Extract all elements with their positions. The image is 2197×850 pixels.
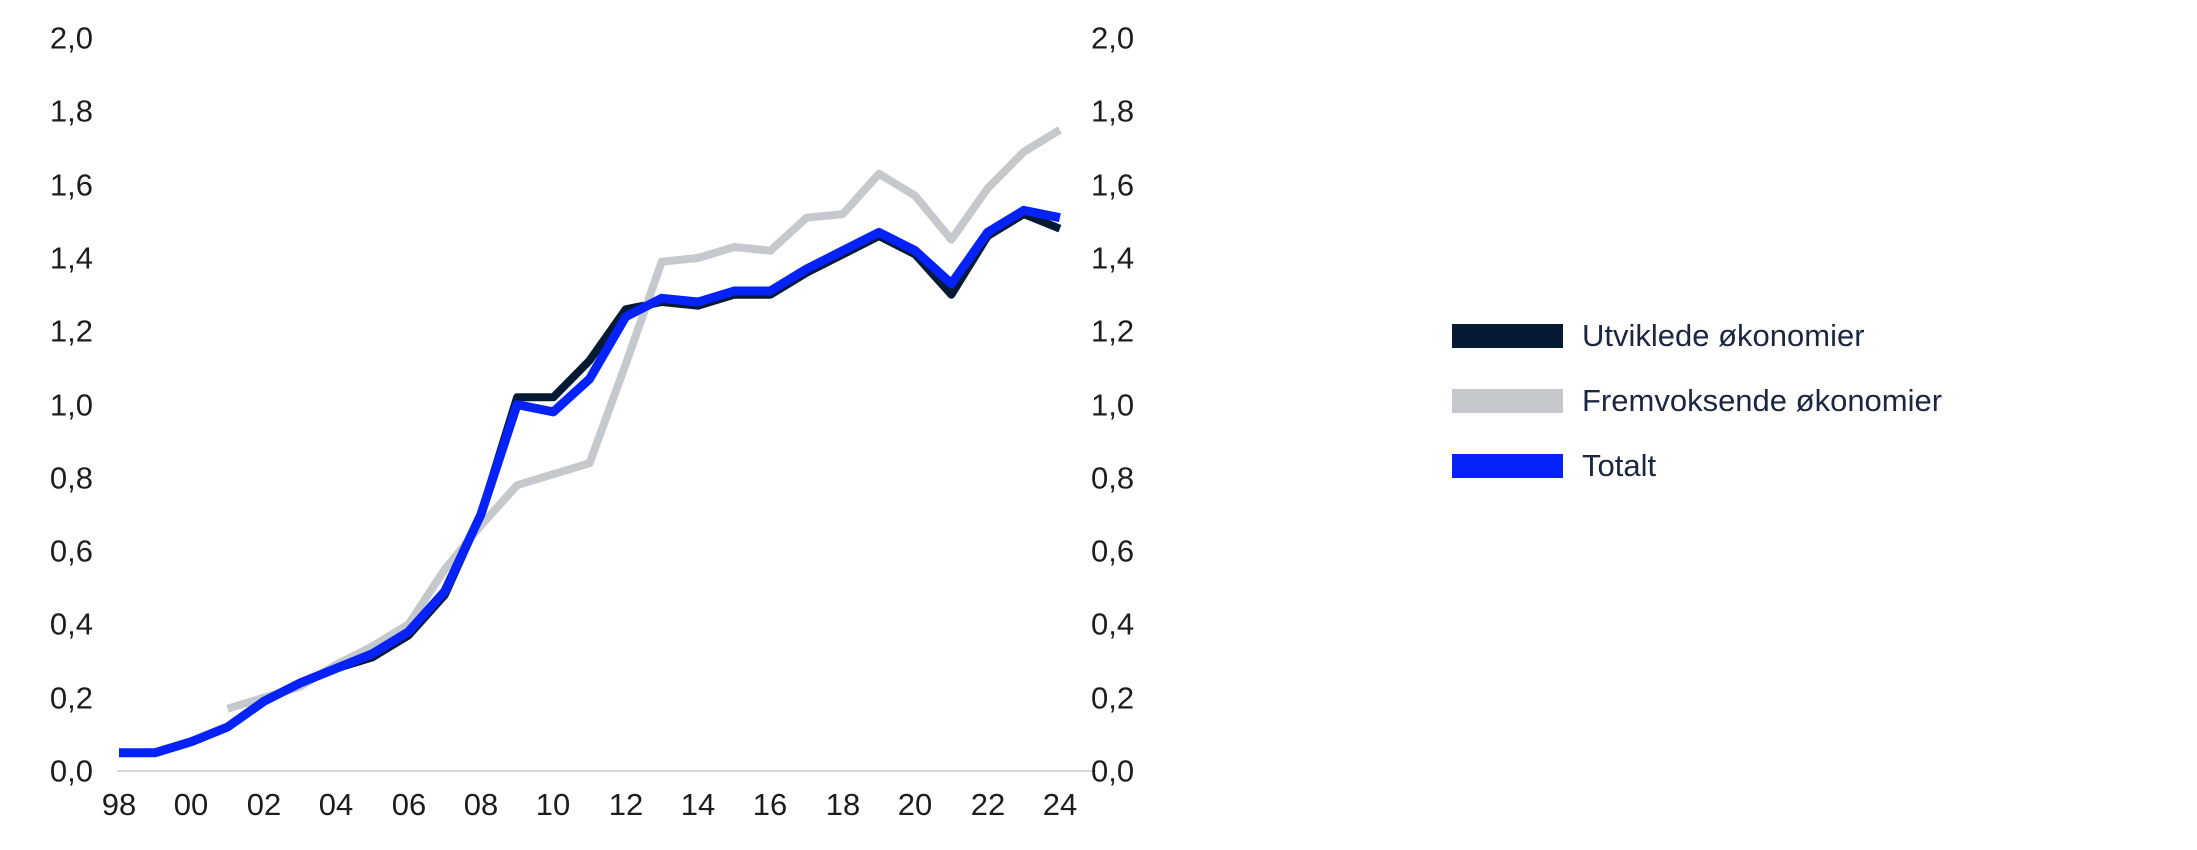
- legend: Utviklede økonomier Fremvoksende økonomie…: [1452, 320, 1942, 481]
- y-tick-right-0,2: 0,2: [1091, 680, 1135, 716]
- y-tick-left-1,6: 1,6: [49, 167, 93, 203]
- y-tick-left-0,0: 0,0: [49, 753, 93, 789]
- legend-swatch-icon: [1452, 453, 1563, 478]
- y-tick-right-2,0: 2,0: [1091, 20, 1135, 56]
- y-tick-right-0,0: 0,0: [1091, 753, 1135, 789]
- y-tick-right-1,4: 1,4: [1091, 240, 1135, 276]
- series-line-2: [119, 205, 1061, 758]
- legend-swatch-icon: [1452, 388, 1563, 413]
- y-tick-left-0,2: 0,2: [49, 680, 93, 716]
- series-line-1: [226, 126, 1062, 713]
- x-tick-24: 24: [1042, 787, 1078, 822]
- x-tick-04: 04: [318, 787, 354, 822]
- x-tick-08: 08: [463, 787, 499, 822]
- x-tick-10: 10: [535, 787, 571, 822]
- series-line-0: [119, 210, 1062, 757]
- y-tick-left-1,8: 1,8: [49, 93, 93, 129]
- y-tick-right-1,6: 1,6: [1091, 167, 1135, 203]
- x-tick-14: 14: [680, 787, 716, 822]
- y-tick-left-2,0: 2,0: [49, 20, 93, 56]
- y-tick-left-0,4: 0,4: [49, 606, 93, 642]
- y-tick-right-1,2: 1,2: [1091, 313, 1135, 349]
- legend-label: Utviklede økonomier: [1582, 318, 1865, 353]
- y-tick-left-1,4: 1,4: [49, 240, 93, 276]
- x-tick-00: 00: [173, 787, 209, 822]
- y-tick-right-1,0: 1,0: [1091, 387, 1135, 423]
- y-tick-right-0,8: 0,8: [1091, 460, 1135, 496]
- y-tick-right-0,6: 0,6: [1091, 533, 1135, 569]
- legend-label: Totalt: [1582, 448, 1657, 483]
- legend-item-0: Utviklede økonomier: [1452, 320, 1942, 351]
- y-tick-right-0,4: 0,4: [1091, 606, 1135, 642]
- legend-label: Fremvoksende økonomier: [1582, 383, 1943, 418]
- series-lines: [119, 126, 1062, 758]
- y-tick-left-1,2: 1,2: [49, 313, 93, 349]
- legend-swatch-icon: [1452, 323, 1563, 348]
- x-tick-12: 12: [608, 787, 644, 822]
- y-tick-right-1,8: 1,8: [1091, 93, 1135, 129]
- y-tick-left-1,0: 1,0: [49, 387, 93, 423]
- x-tick-22: 22: [970, 787, 1006, 822]
- x-tick-16: 16: [752, 787, 788, 822]
- x-tick-20: 20: [897, 787, 933, 822]
- x-tick-06: 06: [391, 787, 427, 822]
- x-tick-02: 02: [246, 787, 282, 822]
- x-tick-98: 98: [101, 787, 137, 822]
- legend-item-2: Totalt: [1452, 450, 1942, 481]
- y-tick-left-0,6: 0,6: [49, 533, 93, 569]
- x-tick-18: 18: [825, 787, 861, 822]
- legend-item-1: Fremvoksende økonomier: [1452, 385, 1942, 416]
- y-tick-left-0,8: 0,8: [49, 460, 93, 496]
